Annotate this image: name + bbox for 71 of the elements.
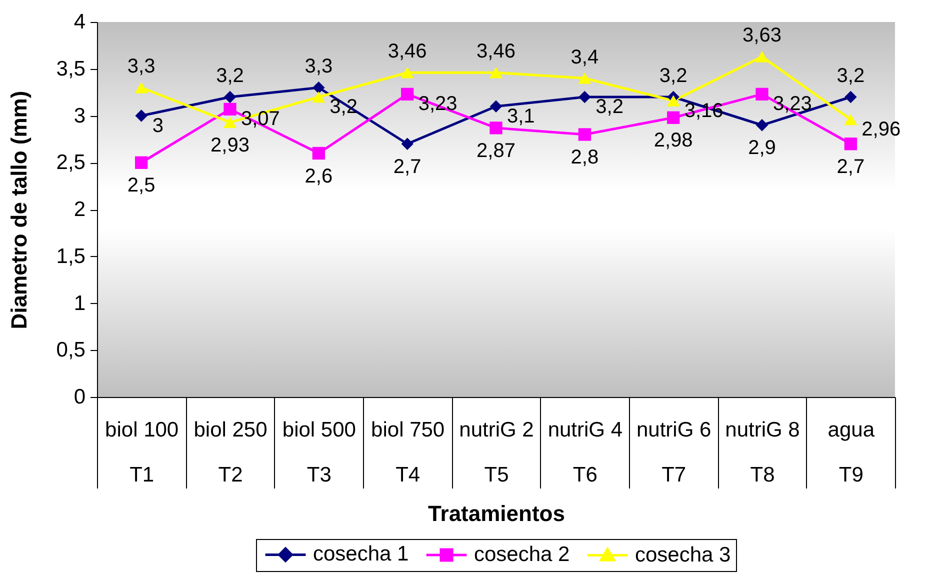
point (844, 90, 857, 104)
x-tick-label: agua T9 (828, 418, 875, 486)
data-label: 3,3 (304, 56, 333, 78)
legend-label: cosecha 2 (474, 542, 570, 566)
x-tick-label: nutriG 8 T8 (725, 418, 800, 486)
point (223, 116, 237, 128)
point (224, 102, 236, 116)
data-label: 3,2 (836, 65, 865, 87)
data-label: 3,2 (596, 96, 624, 118)
data-label: 2,9 (748, 137, 776, 160)
data-label: 3,2 (659, 65, 688, 87)
point (312, 91, 326, 103)
x-tick-label: biol 500 T3 (282, 418, 356, 486)
point (401, 138, 414, 150)
point (135, 156, 148, 169)
data-label: 3,2 (216, 65, 244, 87)
data-label: 3,3 (127, 56, 156, 78)
y-tick-label: 0,5 (56, 338, 86, 362)
point (312, 146, 325, 160)
x-tick-label: nutriG 4 T6 (548, 418, 623, 486)
x-tick-label: nutriG 6 T7 (636, 418, 712, 486)
data-label: 3,46 (476, 40, 516, 63)
point (312, 82, 325, 94)
point (401, 88, 414, 101)
data-label: 3,46 (388, 40, 427, 63)
point (844, 114, 858, 126)
point (224, 90, 236, 104)
data-label: 3,63 (742, 24, 782, 47)
point (578, 72, 592, 84)
data-label: 2,93 (210, 134, 250, 156)
data-label: 2,87 (476, 140, 516, 162)
point (667, 111, 680, 124)
data-label: 2,96 (862, 118, 901, 140)
y-axis-title: Diametro de tallo (mm) (6, 90, 32, 330)
y-tick-label: 1 (74, 292, 86, 315)
legend-label: cosecha 1 (313, 542, 409, 566)
legend-label: cosecha 3 (635, 543, 731, 566)
y-tick-label: 3 (74, 104, 86, 128)
point (400, 66, 414, 78)
point (134, 82, 148, 94)
data-label: 3,1 (507, 105, 535, 128)
point (755, 51, 769, 62)
y-tick-label: 0 (74, 386, 86, 408)
data-label: 2,6 (304, 165, 333, 188)
x-tick-label: nutriG 2 T5 (459, 418, 534, 486)
x-tick-label: biol 100 T1 (105, 418, 179, 486)
data-label: 2,5 (127, 174, 156, 197)
x-tick-label: biol 250 T2 (194, 418, 268, 486)
point (489, 66, 503, 78)
x-axis-title: Tratamientos (428, 501, 565, 526)
data-label: 2,98 (654, 130, 693, 152)
y-tick-label: 2,5 (56, 151, 86, 174)
data-label: 2,8 (570, 146, 599, 168)
data-label: 2,7 (836, 156, 865, 178)
point (666, 95, 680, 106)
data-label: 3 (152, 114, 164, 137)
point (490, 122, 502, 134)
point (756, 88, 768, 101)
data-label: 3,4 (570, 46, 599, 68)
point (135, 110, 148, 122)
y-tick-label: 1,5 (56, 244, 86, 268)
point (578, 128, 591, 141)
point (844, 138, 857, 150)
x-tick-label: biol 750 T4 (371, 418, 445, 486)
y-tick-label: 3,5 (56, 57, 86, 80)
y-tick-label: 2 (74, 198, 86, 221)
data-label: 2,7 (393, 156, 422, 178)
point (578, 90, 591, 104)
y-tick-label: 4 (74, 10, 86, 34)
point (490, 100, 502, 112)
point (756, 119, 768, 132)
